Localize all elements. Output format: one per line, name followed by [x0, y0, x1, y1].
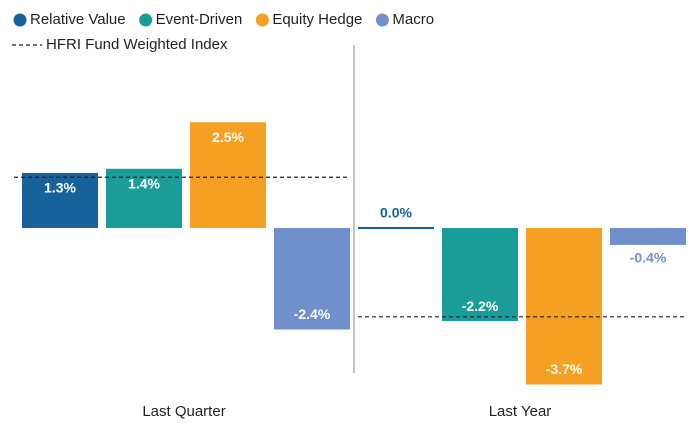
value-label: -2.2%: [462, 298, 499, 314]
legend-swatch: [255, 13, 269, 27]
value-label: -2.4%: [294, 306, 331, 322]
value-label: 0.0%: [380, 205, 412, 221]
bar: [610, 228, 686, 245]
bar: [22, 173, 98, 228]
legend-label: Macro: [392, 11, 434, 28]
legend-label: Equity Hedge: [272, 11, 362, 28]
value-label: 2.5%: [212, 129, 244, 145]
x-tick-label: Last Quarter: [142, 403, 225, 420]
x-tick-label: Last Year: [489, 403, 552, 420]
legend-label: HFRI Fund Weighted Index: [46, 36, 228, 53]
value-label: -0.4%: [630, 250, 667, 266]
legend-swatch: [13, 13, 27, 27]
bar: [190, 122, 266, 228]
bar: [274, 228, 350, 330]
legend-swatch: [139, 13, 153, 27]
legend-label: Relative Value: [30, 11, 126, 28]
bar: [106, 168, 182, 228]
legend-swatch: [375, 13, 389, 27]
value-label: -3.7%: [546, 361, 583, 377]
value-label: 1.4%: [128, 175, 160, 191]
bar: [442, 228, 518, 322]
bar: [358, 227, 434, 229]
value-label: 1.3%: [44, 180, 76, 196]
bar: [526, 228, 602, 385]
legend-label: Event-Driven: [156, 11, 243, 28]
